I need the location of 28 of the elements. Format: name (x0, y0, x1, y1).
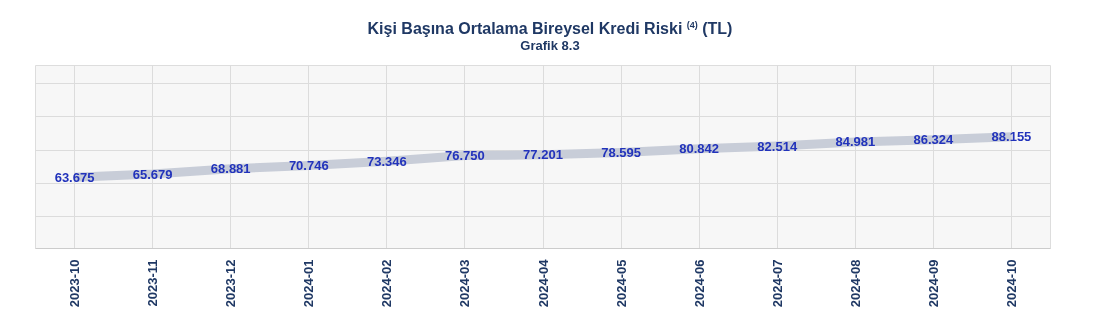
x-tick-label: 2023-10 (67, 259, 83, 308)
data-label: 78.595 (601, 145, 641, 161)
x-tick-label: 2024-01 (301, 259, 317, 308)
x-tick-label: 2023-12 (223, 259, 239, 308)
chart-subtitle: Grafik 8.3 (519, 38, 581, 54)
data-label: 65.679 (132, 166, 173, 182)
x-tick-label: 2024-08 (847, 259, 863, 308)
data-label: 86.324 (913, 132, 955, 148)
data-label: 76.750 (445, 148, 485, 164)
x-tick-label: 2024-04 (535, 258, 551, 308)
data-label: 80.842 (679, 141, 720, 157)
x-tick-label: 2024-09 (925, 259, 941, 308)
data-label: 77.201 (523, 147, 563, 163)
data-label: 84.981 (835, 134, 876, 150)
x-tick-label: 2024-06 (691, 259, 707, 308)
data-label: 63.675 (54, 169, 95, 185)
data-label: 73.346 (366, 153, 407, 169)
x-tick-label: 2024-07 (769, 259, 785, 308)
chart-title: Kişi Başına Ortalama Bireysel Kredi Riski $^{(4)}$ (TL) (366, 20, 734, 39)
data-label: 70.746 (288, 158, 329, 174)
data-label: 82.514 (757, 138, 798, 154)
data-label: 88.155 (991, 129, 1032, 145)
x-tick-label: 2024-10 (1003, 259, 1019, 308)
data-label: 68.881 (210, 161, 251, 177)
x-tick-label: 2024-02 (379, 259, 395, 308)
x-tick-label: 2024-05 (613, 259, 629, 308)
x-tick-label: 2024-03 (457, 259, 473, 308)
x-tick-label: 2023-11 (145, 259, 161, 307)
